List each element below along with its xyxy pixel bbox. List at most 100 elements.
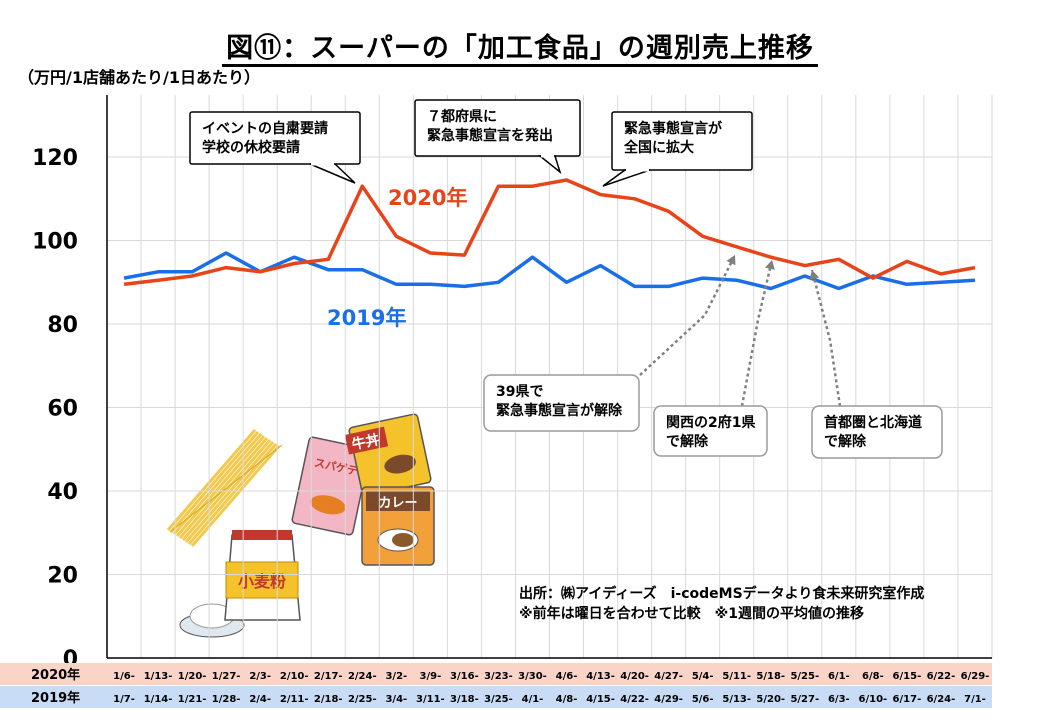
curry-roux xyxy=(392,533,414,547)
x-tick-label-2019: 3/4- xyxy=(385,694,407,705)
x-tick-label-2020: 5/25- xyxy=(790,671,819,682)
row-label-2019: 2019年 xyxy=(31,690,80,706)
series-lines xyxy=(123,178,976,291)
callout-text-line: 首都圏と北海道 xyxy=(824,414,922,431)
x-tick-label-2020: 1/27- xyxy=(212,671,241,682)
x-tick-label-2019: 1/21- xyxy=(178,694,207,705)
y-tick-label: 20 xyxy=(47,564,78,589)
x-tick-label-2019: 6/10- xyxy=(859,694,888,705)
callout-box xyxy=(811,405,943,459)
x-tick-label-2020: 6/1- xyxy=(828,671,850,682)
callout-text-line: 関西の2府1県 xyxy=(666,414,755,431)
x-tick-label-2019: 4/8- xyxy=(556,694,578,705)
x-tick-label-2020: 4/27- xyxy=(654,671,683,682)
callout-text-line: 緊急事態宣言が解除 xyxy=(496,402,623,419)
callout-box xyxy=(653,405,768,457)
x-tick-label-2020: 1/6- xyxy=(113,671,135,682)
x-tick-label-2020: 5/18- xyxy=(756,671,785,682)
spaghetti-strand xyxy=(169,431,260,533)
row-label-2020: 2020年 xyxy=(31,667,80,683)
x-tick-label-2019: 1/28- xyxy=(212,694,241,705)
spaghetti-strand xyxy=(175,435,266,537)
series-label-2020: 2020年 xyxy=(388,186,467,210)
callout-box xyxy=(189,111,361,165)
x-tick-label-2019: 4/22- xyxy=(620,694,649,705)
callout-text-line: 緊急事態宣言が xyxy=(624,120,723,137)
y-tick-label: 100 xyxy=(32,230,78,255)
spaghetti-strand xyxy=(166,429,257,531)
spaghetti-strand xyxy=(190,445,281,547)
x-tick-label-2019: 5/6- xyxy=(692,694,714,705)
x-tick-label-2020: 2/10- xyxy=(280,671,309,682)
callout-text-line: イベントの自粛要請 xyxy=(202,120,328,137)
x-tick-label-2020: 2/24- xyxy=(348,671,377,682)
x-tick-label-2019: 1/14- xyxy=(144,694,173,705)
callout-tail xyxy=(602,169,651,187)
x-tick-label-2020: 6/29- xyxy=(961,671,990,682)
x-tick-label-2020: 2/3- xyxy=(249,671,271,682)
callout-tail xyxy=(309,163,356,184)
curry-label: カレー xyxy=(378,496,417,511)
callout-text-line: 39県で xyxy=(496,384,543,400)
x-tick-label-2019: 2/18- xyxy=(314,694,343,705)
y-tick-label: 80 xyxy=(47,313,78,338)
callout-arrowhead xyxy=(726,255,736,266)
x-tick-label-2020: 5/11- xyxy=(722,671,751,682)
x-tick-label-2020: 1/13- xyxy=(144,671,173,682)
callout-arrow xyxy=(810,269,842,407)
gyudon-label: 牛丼 xyxy=(350,431,381,453)
y-tick-label: 60 xyxy=(47,397,78,422)
flour-bag-top xyxy=(232,530,292,540)
x-tick-label-2019: 5/13- xyxy=(722,694,751,705)
callout-box xyxy=(483,374,640,432)
callout-arrowhead xyxy=(809,270,820,280)
x-tick-label-2020: 4/6- xyxy=(556,671,578,682)
x-tick-label-2020: 1/20- xyxy=(178,671,207,682)
series-labels: 2020年 2019年 xyxy=(327,186,467,330)
spaghetti-edge xyxy=(169,444,283,533)
x-tick-label-2020: 6/15- xyxy=(893,671,922,682)
flour-label: 小麦粉 xyxy=(238,572,286,591)
pasta-plate xyxy=(310,495,346,515)
x-tick-label-2019: 4/29- xyxy=(654,694,683,705)
x-tick-label-2020: 5/4- xyxy=(692,671,714,682)
flour-label-bg xyxy=(225,561,299,599)
x-tick-label-2019: 3/11- xyxy=(416,694,445,705)
spaghetti-strand xyxy=(187,443,278,545)
callout-text-line: 学校の休校要請 xyxy=(202,139,300,156)
callout-box xyxy=(414,99,581,157)
source-line-1: 出所：㈱アイディーズ i-codeMSデータより食未来研究室作成 xyxy=(519,586,925,602)
callout-text-line: 全国に拡大 xyxy=(623,139,694,156)
x-tick-label-2019: 2/4- xyxy=(249,694,271,705)
x-tick-label-2019: 5/20- xyxy=(756,694,785,705)
x-tick-label-2020: 3/30- xyxy=(518,671,547,682)
x-tick-label-2019: 2/11- xyxy=(280,694,309,705)
row-2019-bg xyxy=(0,686,992,708)
spaghetti-strand xyxy=(181,439,272,541)
x-tick-label-2019: 5/27- xyxy=(790,694,819,705)
x-tick-label-2020: 2/17- xyxy=(314,671,343,682)
x-tick-label-2020: 6/22- xyxy=(927,671,956,682)
unit-label: （万円/1店舗あたり/1日あたり） xyxy=(18,68,260,87)
spaghetti-strand xyxy=(184,441,275,543)
callout-text-line: で解除 xyxy=(824,433,867,450)
curry-label-bg xyxy=(366,491,430,511)
row-2020-bg xyxy=(0,663,992,685)
x-tick-label-2019: 1/7- xyxy=(113,694,135,705)
chart-title: 図⑪：スーパーの「加工食品」の週別売上推移 xyxy=(0,26,1040,67)
callout-arrowhead xyxy=(765,260,775,270)
x-tick-label-2019: 6/17- xyxy=(893,694,922,705)
x-tick-label-2019: 4/15- xyxy=(586,694,615,705)
callout-arrow xyxy=(639,254,737,376)
x-tick-label-2020: 3/9- xyxy=(420,671,442,682)
x-tick-label-2020: 4/13- xyxy=(586,671,615,682)
callout-text-line: で解除 xyxy=(666,433,709,450)
callout-text-line: 緊急事態宣言を発出 xyxy=(427,127,553,144)
x-tick-label-2019: 6/24- xyxy=(927,694,956,705)
